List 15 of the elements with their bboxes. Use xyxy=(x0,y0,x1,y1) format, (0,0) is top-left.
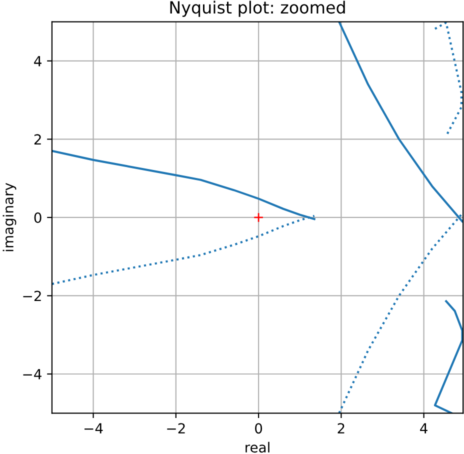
x-tick-label: 0 xyxy=(255,423,262,434)
x-tick-label: 4 xyxy=(420,423,428,434)
x-axis-title: real xyxy=(246,442,270,453)
chart-title: Nyquist plot: zoomed xyxy=(170,0,345,17)
line-series xyxy=(434,300,464,414)
line-series xyxy=(434,22,462,135)
x-tick-label: −2 xyxy=(167,423,185,434)
x-tick-label: 2 xyxy=(338,423,344,434)
y-tick-label: 0 xyxy=(34,212,42,223)
y-tick-label: 2 xyxy=(34,134,41,144)
y-tick-label: −2 xyxy=(23,290,41,302)
y-axis-title: imaginary xyxy=(2,182,16,252)
x-tick-label: −4 xyxy=(84,423,103,434)
y-tick-label: 4 xyxy=(34,56,42,66)
y-tick-label: −4 xyxy=(23,369,42,380)
